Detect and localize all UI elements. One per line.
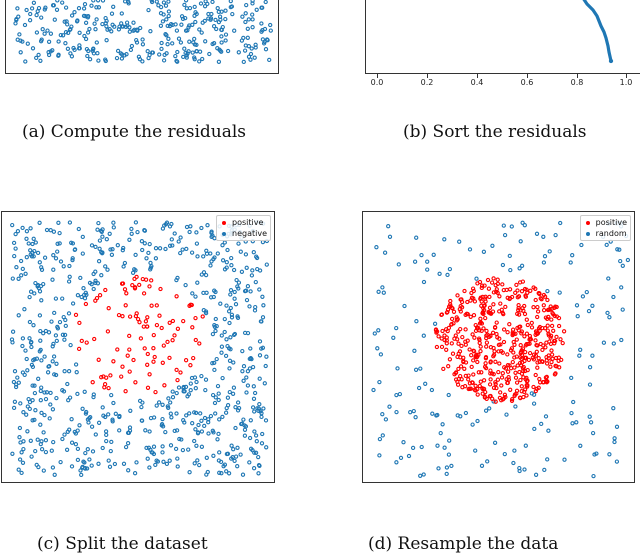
scatter-c — [9, 220, 270, 478]
panel-a: (a) Compute the residuals — [0, 0, 290, 150]
caption-c: (c) Split the dataset — [37, 534, 208, 554]
xtick-label-3: 0.6 — [520, 78, 534, 87]
red-dot-icon — [222, 220, 226, 225]
blue-dot-icon — [585, 231, 590, 236]
xtick-1 — [427, 74, 428, 78]
caption-a: (a) Compute the residuals — [22, 122, 247, 142]
caption-d: (d) Resample the data — [368, 534, 559, 554]
panel-c: positive negative (c) Split the dataset — [0, 200, 320, 556]
line-b — [582, 0, 614, 64]
xtick-3 — [527, 74, 528, 78]
legend-c: positive negative — [216, 215, 271, 241]
legend-item-positive: positive — [584, 217, 627, 228]
xtick-5 — [626, 74, 627, 78]
legend-label: negative — [232, 229, 267, 238]
legend-d: positive random — [579, 215, 631, 241]
panel-d: positive random (d) Resample the data — [320, 200, 640, 556]
plot-frame-d: positive random — [362, 211, 635, 483]
xtick-label-4: 0.8 — [570, 78, 584, 87]
legend-label: random — [595, 229, 627, 238]
legend-item-negative: negative — [220, 228, 267, 239]
red-dot-icon — [585, 220, 590, 225]
panel-b: 0.0 0.2 0.4 0.6 0.8 1.0 (b) Sort the res… — [320, 0, 640, 150]
blue-dot-icon — [222, 231, 226, 236]
xtick-label-1: 0.2 — [420, 78, 434, 87]
caption-b: (b) Sort the residuals — [403, 122, 587, 142]
plot-frame-c: positive negative — [1, 211, 275, 483]
xtick-label-2: 0.4 — [470, 78, 484, 87]
legend-item-positive: positive — [220, 217, 267, 228]
xtick-4 — [577, 74, 578, 78]
legend-label: positive — [232, 218, 264, 227]
xtick-0 — [377, 74, 378, 78]
xtick-label-0: 0.0 — [370, 78, 384, 87]
xtick-2 — [477, 74, 478, 78]
plot-frame-a — [5, 0, 279, 74]
scatter-d — [371, 220, 631, 479]
plot-frame-b — [365, 0, 640, 74]
legend-item-random: random — [584, 228, 627, 239]
xtick-label-5: 1.0 — [619, 78, 633, 87]
scatter-a — [13, 0, 273, 65]
legend-label: positive — [595, 218, 627, 227]
